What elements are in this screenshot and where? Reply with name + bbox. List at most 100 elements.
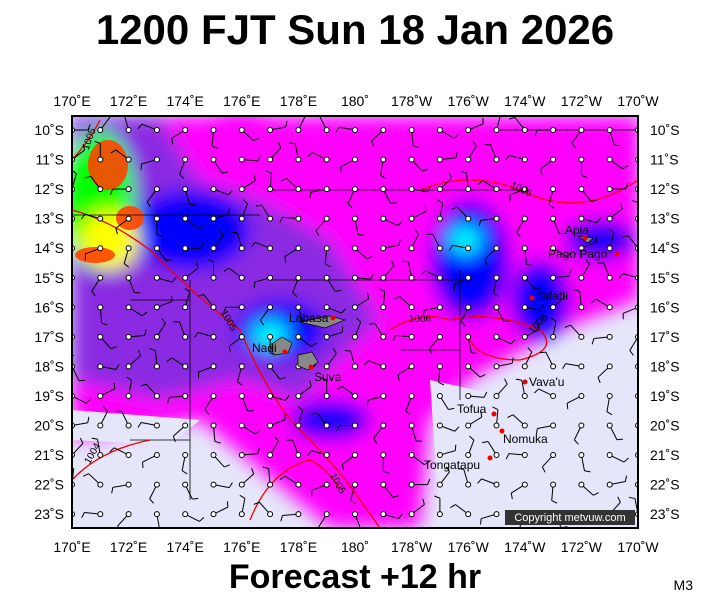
lon-label-top: 172˚E — [110, 93, 147, 109]
barb-flag — [391, 203, 397, 204]
barb-station — [437, 157, 442, 162]
barb-station — [353, 453, 358, 458]
barb-station — [353, 364, 358, 369]
barb-station — [98, 246, 103, 251]
barb-flag — [254, 282, 255, 288]
lon-label-top: 180˚ — [341, 93, 369, 109]
barb-flag — [644, 171, 647, 176]
barb-station — [126, 393, 131, 398]
barb-station — [522, 275, 527, 280]
barb-station — [494, 305, 499, 310]
barb-station — [324, 453, 329, 458]
lat-label-right: 10˚S — [650, 122, 680, 138]
barb-station — [296, 393, 301, 398]
lon-label-bottom: 170˚E — [53, 539, 90, 555]
barb-station — [183, 216, 188, 221]
barb-station — [268, 246, 273, 251]
barb-station — [579, 423, 584, 428]
barb-station — [98, 334, 103, 339]
barb-station — [437, 334, 442, 339]
barb-station — [579, 275, 584, 280]
barb-station — [466, 305, 471, 310]
barb-station — [211, 393, 216, 398]
lat-label-right: 19˚S — [650, 388, 680, 404]
barb-station — [466, 128, 471, 133]
lon-label-bottom: 172˚W — [561, 539, 603, 555]
barb-station — [607, 275, 612, 280]
barb-station — [494, 423, 499, 428]
barb-station — [239, 216, 244, 221]
barb-station — [324, 187, 329, 192]
barb-station — [154, 305, 159, 310]
barb-station — [239, 157, 244, 162]
lat-label-left: 19˚S — [34, 388, 64, 404]
barb-station — [183, 364, 188, 369]
barb-station — [268, 275, 273, 280]
model-label: M3 — [674, 577, 694, 593]
lon-label-bottom: 172˚E — [110, 539, 147, 555]
barb-flag — [367, 400, 368, 406]
barb-station — [98, 393, 103, 398]
copyright: Copyright metvuw.com — [514, 512, 625, 524]
barb-flag — [141, 164, 142, 170]
barb-station — [353, 305, 358, 310]
place-label: Pago Pago — [548, 247, 608, 261]
barb-station — [239, 393, 244, 398]
barb-station — [211, 157, 216, 162]
barb-station — [437, 453, 442, 458]
barb-station — [607, 216, 612, 221]
barb-flag — [640, 382, 646, 384]
barb-station — [98, 364, 103, 369]
barb-station — [409, 128, 414, 133]
barb-station — [437, 482, 442, 487]
barb-flag — [454, 285, 455, 291]
barb-station — [239, 305, 244, 310]
place-label: Nomuka — [503, 432, 548, 446]
barb-flag — [229, 208, 230, 214]
barb-station — [183, 157, 188, 162]
barb-station — [579, 216, 584, 221]
barb-flag — [617, 439, 623, 440]
barb-station — [466, 482, 471, 487]
lat-label-left: 17˚S — [34, 329, 64, 345]
barb-station — [183, 482, 188, 487]
lat-label-left: 10˚S — [34, 122, 64, 138]
barb-flag — [567, 403, 568, 409]
barb-station — [494, 246, 499, 251]
barb-staff — [638, 176, 647, 189]
lon-label-top: 176˚W — [448, 93, 490, 109]
barb-station — [437, 364, 442, 369]
barb-station — [494, 157, 499, 162]
barb-station — [211, 482, 216, 487]
footer: Forecast +12 hr — [229, 558, 481, 596]
barb-station — [268, 453, 273, 458]
barb-station — [126, 187, 131, 192]
lat-label-left: 13˚S — [34, 211, 64, 227]
barb-station — [607, 482, 612, 487]
lat-label-right: 18˚S — [650, 358, 680, 374]
barb-station — [409, 157, 414, 162]
barb-station — [381, 482, 386, 487]
lat-label-right: 21˚S — [650, 447, 680, 463]
barb-station — [551, 334, 556, 339]
lon-label-bottom: 170˚W — [617, 539, 659, 555]
barb-station — [551, 305, 556, 310]
lat-label-left: 23˚S — [34, 506, 64, 522]
barb-station — [183, 305, 188, 310]
barb-station — [381, 187, 386, 192]
lon-label-top: 172˚W — [561, 93, 603, 109]
barb-station — [353, 187, 358, 192]
barb-station — [324, 364, 329, 369]
barb-station — [579, 128, 584, 133]
lon-label-top: 170˚W — [617, 93, 659, 109]
barb-station — [494, 512, 499, 517]
barb-station — [126, 305, 131, 310]
barb-station — [154, 393, 159, 398]
barb-station — [324, 157, 329, 162]
barb-station — [126, 275, 131, 280]
lon-label-top: 174˚W — [504, 93, 546, 109]
place-label: Nadi — [252, 341, 277, 355]
barb-station — [522, 216, 527, 221]
barb-station — [607, 128, 612, 133]
barb-station — [353, 393, 358, 398]
